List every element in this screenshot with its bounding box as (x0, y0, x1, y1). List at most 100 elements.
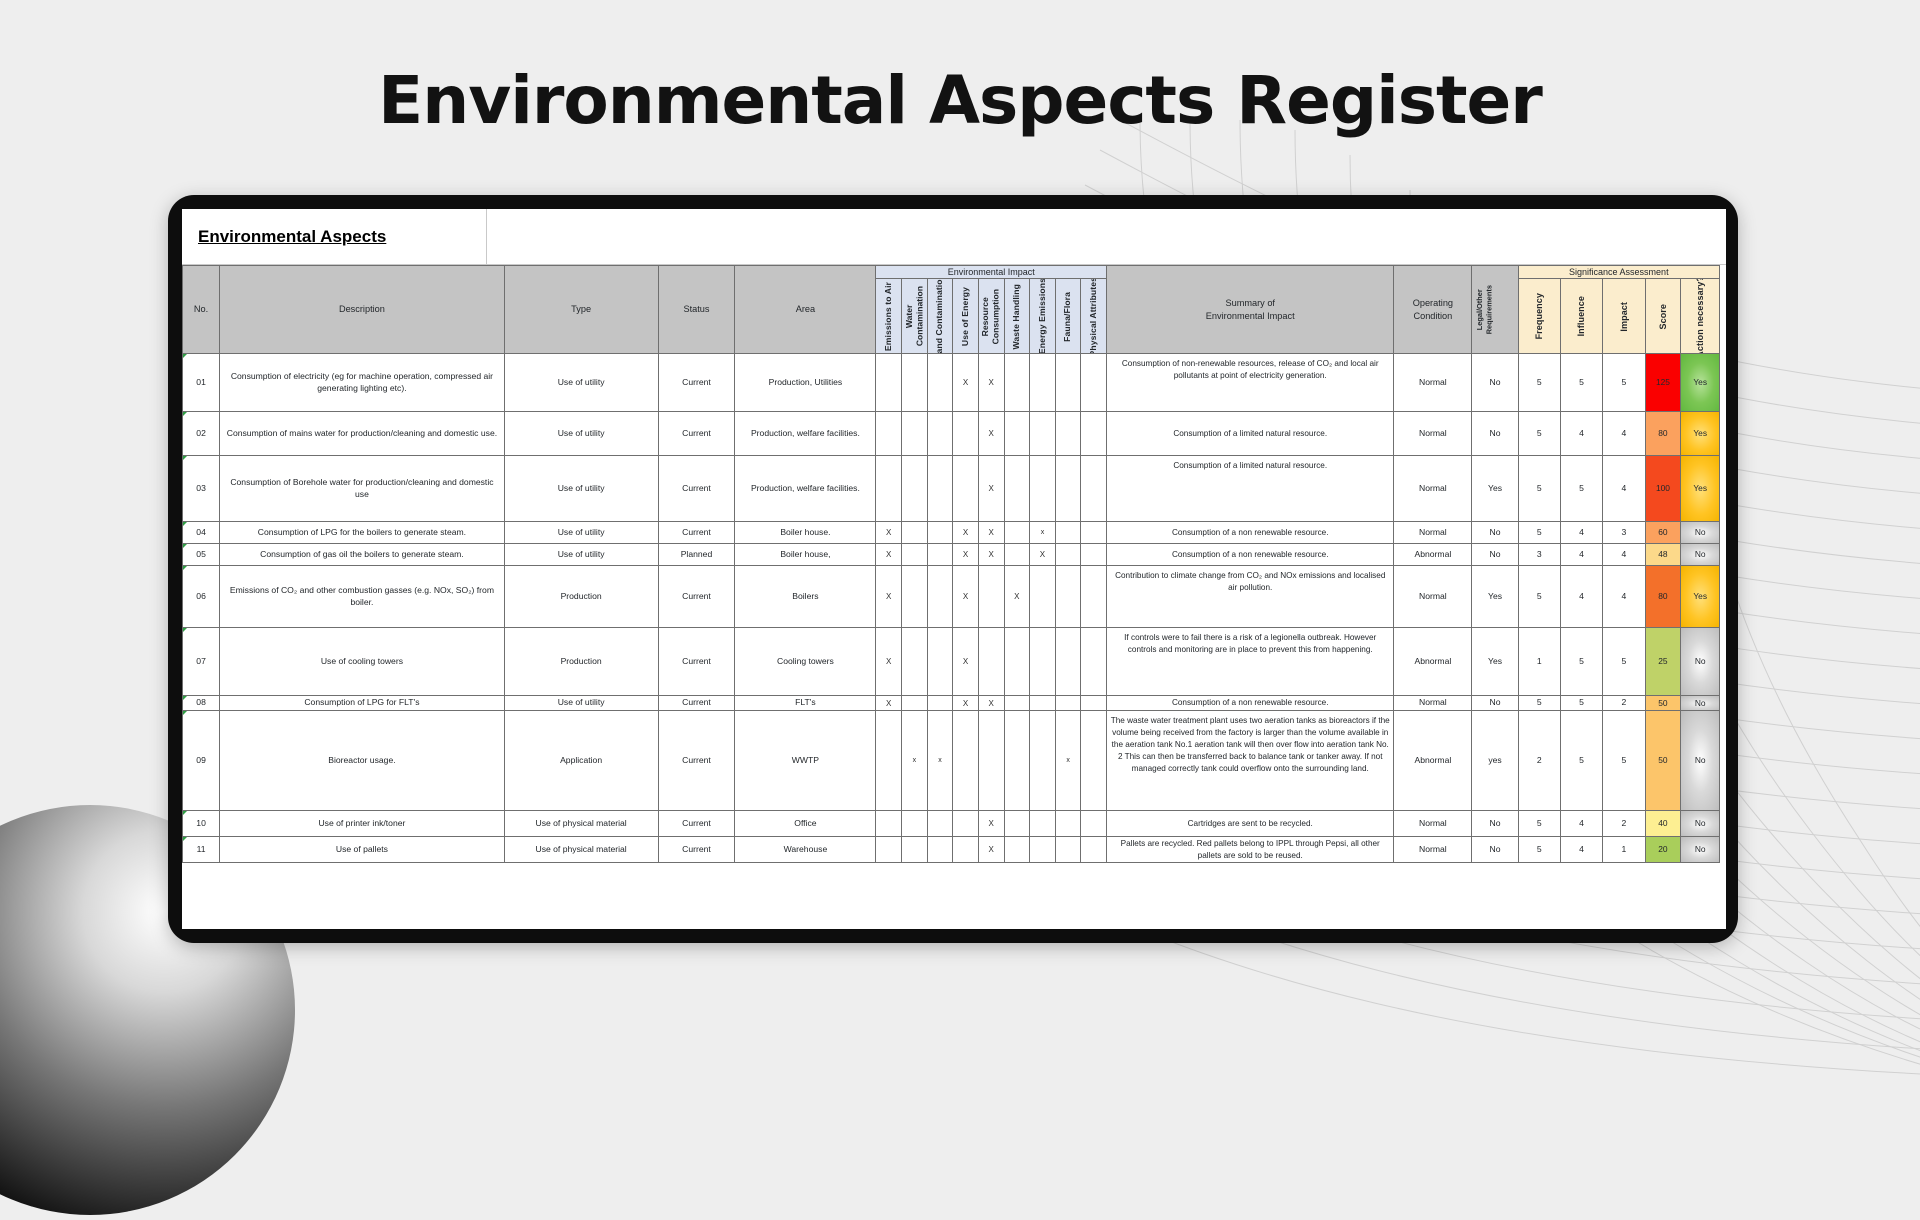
cell-frequency: 5 (1517, 521, 1561, 545)
cell-action-necessary: Yes (1680, 353, 1720, 413)
cell-influence: 5 (1559, 695, 1604, 712)
table-row[interactable]: 09 Bioreactor usage. Application Current WWT… (182, 710, 1720, 812)
cell-impact-use-of-energy: X (952, 695, 979, 712)
cell-impact-land-contamination (926, 353, 954, 413)
cell-impact-emissions-to-air: X (875, 627, 903, 697)
cell-impact-waste-handling (1003, 353, 1031, 413)
cell-impact-water-contamination (901, 521, 928, 545)
cell-frequency: 5 (1517, 810, 1561, 838)
table-row[interactable]: 06 Emissions of CO₂ and other combustion … (182, 565, 1720, 629)
cell-area: Production, welfare facilities. (734, 411, 877, 457)
comment-marker-icon (183, 522, 187, 527)
cell-impact-use-of-energy: X (952, 543, 979, 567)
table-row[interactable]: 10 Use of printer ink/toner Use of physica… (182, 810, 1720, 838)
col-header-use-of-energy: Use of Energy (952, 278, 979, 355)
cell-operating-condition: Normal (1393, 353, 1473, 413)
cell-summary: Consumption of a limited natural resourc… (1106, 455, 1395, 523)
cell-frequency: 5 (1517, 411, 1561, 457)
cell-no-text: 04 (196, 526, 206, 537)
table-row[interactable]: 07 Use of cooling towers Production Current… (182, 627, 1720, 697)
cell-impact-land-contamination (926, 695, 954, 712)
comment-marker-icon (183, 566, 187, 571)
cell-area: FLT's (734, 695, 877, 712)
cell-summary: If controls were to fail there is a risk… (1106, 627, 1395, 697)
cell-impact-use-of-energy: X (952, 521, 979, 545)
cell-legal-other-requirements: No (1471, 695, 1519, 712)
table-row[interactable]: 01 Consumption of electricity (eg for mac… (182, 353, 1720, 413)
cell-no: 10 (182, 810, 221, 838)
table-row[interactable]: 05 Consumption of gas oil the boilers to … (182, 543, 1720, 567)
cell-operating-condition: Abnormal (1393, 627, 1473, 697)
cell-impact-energy-emissions: x (1029, 521, 1056, 545)
sheet-title-blank-cell (487, 209, 1726, 264)
cell-impact-resource-consumption: X (977, 810, 1005, 838)
cell-type: Production (503, 627, 659, 697)
cell-impact-waste-handling: X (1003, 565, 1031, 629)
cell-score: 60 (1644, 521, 1682, 545)
comment-marker-icon (183, 696, 187, 701)
cell-no: 11 (182, 836, 221, 864)
cell-influence: 4 (1559, 521, 1604, 545)
cell-action-necessary: No (1680, 521, 1720, 545)
cell-impact-energy-emissions (1029, 810, 1056, 838)
cell-action-necessary: No (1680, 543, 1720, 567)
cell-type: Use of utility (503, 411, 659, 457)
cell-influence: 4 (1559, 810, 1604, 838)
environmental-aspects-table: No. Description Type Status Area Environ… (182, 264, 1721, 864)
cell-impact-use-of-energy: X (952, 565, 979, 629)
cell-operating-condition: Normal (1393, 695, 1473, 712)
cell-type: Use of physical material (503, 810, 659, 838)
col-header-waste-handling: Waste Handling (1003, 278, 1031, 355)
table-row[interactable]: 04 Consumption of LPG for the boilers to … (182, 521, 1720, 545)
cell-impact-score: 4 (1602, 565, 1646, 629)
table-row[interactable]: 02 Consumption of mains water for product… (182, 411, 1720, 457)
cell-score: 48 (1644, 543, 1682, 567)
cell-impact-water-contamination (901, 836, 928, 864)
cell-no-text: 05 (196, 548, 206, 559)
cell-operating-condition: Normal (1393, 455, 1473, 523)
cell-impact-water-contamination: x (901, 710, 928, 812)
cell-no-text: 10 (196, 817, 206, 828)
cell-impact-land-contamination (926, 543, 954, 567)
cell-score: 125 (1644, 353, 1682, 413)
cell-influence: 5 (1559, 627, 1604, 697)
cell-impact-physical-attributes (1080, 810, 1108, 838)
col-header-legal-other-requirements: Legal/Other Requirements (1471, 264, 1519, 355)
cell-type: Production (503, 565, 659, 629)
cell-impact-land-contamination (926, 455, 954, 523)
cell-impact-waste-handling (1003, 836, 1031, 864)
cell-impact-resource-consumption (977, 565, 1005, 629)
comment-marker-icon (183, 544, 187, 549)
cell-impact-score: 2 (1602, 810, 1646, 838)
cell-impact-emissions-to-air: X (875, 521, 903, 545)
cell-description: Consumption of LPG for FLT's (219, 695, 505, 712)
cell-status: Planned (657, 543, 736, 567)
cell-influence: 4 (1559, 836, 1604, 864)
cell-status: Current (657, 565, 736, 629)
table-row[interactable]: 03 Consumption of Borehole water for prod… (182, 455, 1720, 523)
cell-operating-condition: Normal (1393, 521, 1473, 545)
cell-no: 07 (182, 627, 221, 697)
cell-no-text: 01 (196, 376, 206, 387)
cell-action-necessary: Yes (1680, 411, 1720, 457)
table-row[interactable]: 08 Consumption of LPG for FLT's Use of uti… (182, 695, 1720, 712)
cell-score: 80 (1644, 565, 1682, 629)
cell-frequency: 1 (1517, 627, 1561, 697)
cell-action-necessary: No (1680, 836, 1720, 864)
cell-impact-waste-handling (1003, 543, 1031, 567)
cell-impact-emissions-to-air (875, 411, 903, 457)
col-header-land-contamination: Land Contamination (926, 278, 954, 355)
cell-description: Use of printer ink/toner (219, 810, 505, 838)
cell-legal-other-requirements: Yes (1471, 627, 1519, 697)
cell-score: 20 (1644, 836, 1682, 864)
cell-impact-land-contamination (926, 411, 954, 457)
cell-impact-waste-handling (1003, 695, 1031, 712)
cell-impact-fauna-flora (1054, 543, 1082, 567)
cell-impact-emissions-to-air (875, 455, 903, 523)
cell-operating-condition: Normal (1393, 836, 1473, 864)
cell-no-text: 08 (196, 697, 206, 708)
cell-impact-land-contamination (926, 836, 954, 864)
cell-impact-score: 4 (1602, 411, 1646, 457)
table-row[interactable]: 11 Use of pallets Use of physical material… (182, 836, 1720, 864)
cell-impact-waste-handling (1003, 710, 1031, 812)
